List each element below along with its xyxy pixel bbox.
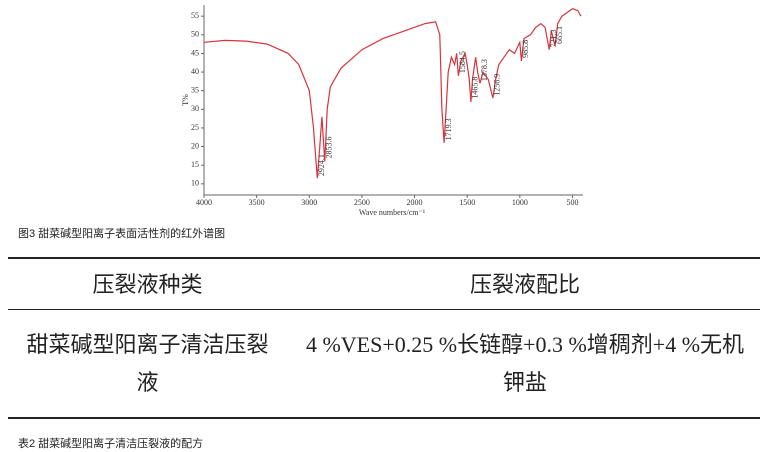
y-tick-label: 25 [191, 123, 199, 132]
y-tick-label: 35 [191, 86, 199, 95]
peak-label: 2924.1 [317, 154, 326, 176]
x-tick-label: 2000 [407, 198, 423, 207]
peak-label: 985.8 [521, 40, 530, 58]
x-tick-label: 1500 [459, 198, 475, 207]
table-header: 压裂液配比 [469, 272, 580, 297]
x-tick-label: 500 [566, 198, 578, 207]
spectrum-line [203, 8, 582, 179]
y-tick-label: 10 [191, 179, 199, 188]
table-cell: 4 %VES+0.25 %长链醇+0.3 %增稠剂+4 %无机钾盐 [305, 332, 745, 395]
x-tick-label: 1000 [512, 198, 528, 207]
table-header: 压裂液种类 [92, 272, 203, 297]
chart: T% Wave numbers/cm⁻¹ 10 15 20 25 30 35 40 45 50 5… [181, 5, 583, 217]
peak-label: 1584.5 [458, 51, 467, 73]
y-tick-label: 55 [191, 11, 199, 20]
table-cell: 甜菜碱型阳离子清洁压裂液 [26, 332, 269, 395]
y-tick-label: 30 [191, 104, 199, 113]
x-tick-label: 2500 [354, 198, 370, 207]
y-tick-label: 20 [191, 141, 199, 150]
peak-label: 665.1 [555, 26, 564, 44]
x-axis-label: Wave numbers/cm⁻¹ [359, 208, 426, 217]
peak-label: 2853.6 [325, 136, 334, 158]
table-mid-rule [8, 309, 760, 310]
y-tick-label: 15 [191, 160, 199, 169]
table-caption: 表2 甜菜碱型阳离子清洁压裂液的配方 [18, 438, 204, 450]
peak-label: 1465.8 [471, 77, 480, 99]
y-tick-label: 40 [191, 67, 199, 76]
table-bottom-rule [8, 417, 760, 419]
figure-caption: 图3 甜菜碱型阳离子表面活性剂的红外谱图 [18, 228, 226, 240]
y-tick-label: 45 [191, 48, 199, 57]
peak-label: 1378.3 [480, 59, 489, 81]
peak-label: 1256.9 [493, 74, 502, 96]
x-tick-label: 3500 [249, 198, 265, 207]
y-axis-label: T% [181, 94, 190, 106]
x-tick-label: 4000 [196, 198, 212, 207]
peak-label: 1719.3 [444, 118, 453, 140]
peak-label: 721.3 [549, 30, 558, 48]
x-tick-label: 3000 [301, 198, 317, 207]
table-top-rule [8, 257, 760, 259]
y-tick-label: 50 [191, 30, 199, 39]
